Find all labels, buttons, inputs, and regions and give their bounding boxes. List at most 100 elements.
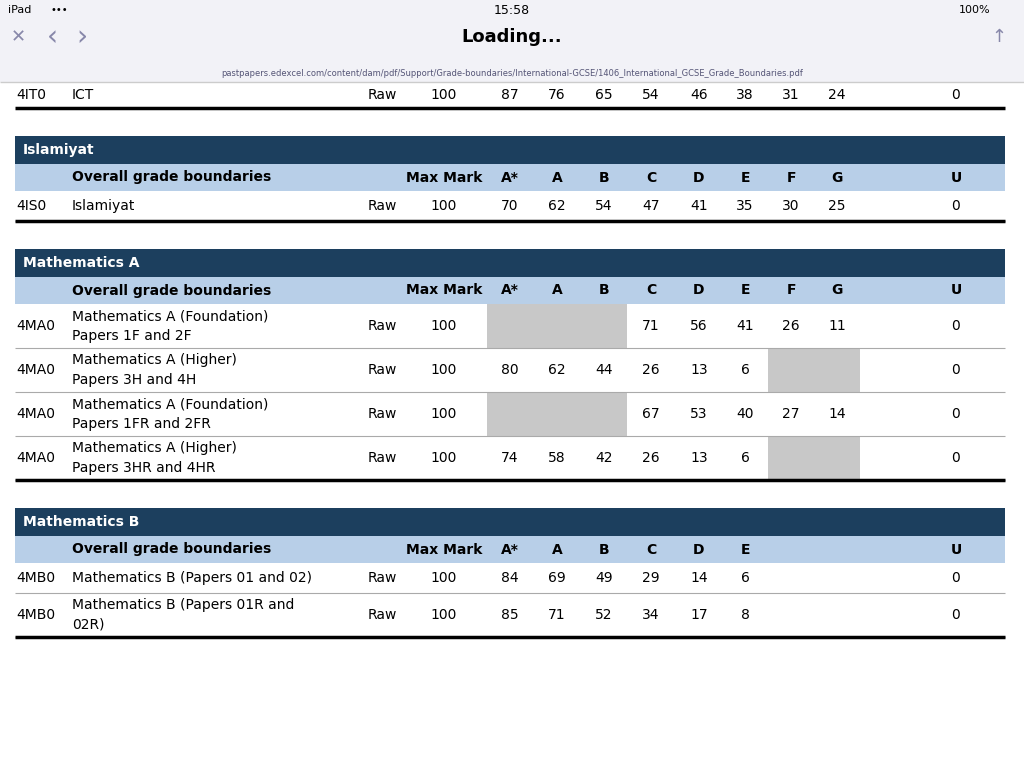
Text: 49: 49 xyxy=(595,571,612,585)
Text: 4MB0: 4MB0 xyxy=(16,571,55,585)
Text: U: U xyxy=(950,170,962,184)
Text: 0: 0 xyxy=(951,608,961,622)
Text: 4MA0: 4MA0 xyxy=(16,451,55,465)
Text: Overall grade boundaries: Overall grade boundaries xyxy=(72,170,271,184)
Text: 4IT0: 4IT0 xyxy=(16,88,46,102)
Text: 4MA0: 4MA0 xyxy=(16,319,55,333)
Text: A*: A* xyxy=(501,283,519,297)
Text: 74: 74 xyxy=(502,451,519,465)
Text: D: D xyxy=(693,542,705,557)
Text: F: F xyxy=(786,170,796,184)
Text: 80: 80 xyxy=(501,363,519,377)
Text: 27: 27 xyxy=(782,407,800,421)
Bar xyxy=(0,64,1024,82)
Text: E: E xyxy=(740,170,750,184)
Text: 44: 44 xyxy=(595,363,612,377)
Bar xyxy=(15,277,1005,304)
Text: •••: ••• xyxy=(50,5,68,15)
Text: Papers 1F and 2F: Papers 1F and 2F xyxy=(72,329,191,343)
Text: 4MA0: 4MA0 xyxy=(16,363,55,377)
Text: Raw: Raw xyxy=(368,199,397,213)
Text: ✕: ✕ xyxy=(10,28,26,46)
Text: 69: 69 xyxy=(548,571,566,585)
Bar xyxy=(487,392,627,436)
Text: 17: 17 xyxy=(690,608,708,622)
Text: 26: 26 xyxy=(782,319,800,333)
Text: 70: 70 xyxy=(502,199,519,213)
Text: 02R): 02R) xyxy=(72,617,104,631)
Bar xyxy=(15,508,1005,536)
Text: 58: 58 xyxy=(548,451,566,465)
Bar xyxy=(15,536,1005,563)
Text: Max Mark: Max Mark xyxy=(406,283,482,297)
Text: 62: 62 xyxy=(548,363,566,377)
Text: E: E xyxy=(740,542,750,557)
Text: A*: A* xyxy=(501,170,519,184)
Text: 100: 100 xyxy=(431,363,457,377)
Bar xyxy=(15,436,1005,480)
Text: 54: 54 xyxy=(642,88,659,102)
Text: 67: 67 xyxy=(642,407,659,421)
Text: 65: 65 xyxy=(595,88,612,102)
Text: Raw: Raw xyxy=(368,88,397,102)
Text: 30: 30 xyxy=(782,199,800,213)
Text: 4MB0: 4MB0 xyxy=(16,608,55,622)
Text: A*: A* xyxy=(501,542,519,557)
Text: Raw: Raw xyxy=(368,608,397,622)
Bar xyxy=(15,249,1005,277)
Text: B: B xyxy=(599,283,609,297)
Text: Raw: Raw xyxy=(368,407,397,421)
Text: iPad: iPad xyxy=(8,5,32,15)
Bar xyxy=(15,392,1005,436)
Text: Mathematics A (Foundation): Mathematics A (Foundation) xyxy=(72,310,268,323)
Text: 56: 56 xyxy=(690,319,708,333)
Text: 100: 100 xyxy=(431,571,457,585)
Text: ‹: ‹ xyxy=(46,23,57,51)
Text: 41: 41 xyxy=(736,319,754,333)
Text: 100: 100 xyxy=(431,608,457,622)
Text: Papers 3H and 4H: Papers 3H and 4H xyxy=(72,372,197,386)
Bar xyxy=(768,436,860,480)
Text: 4MA0: 4MA0 xyxy=(16,407,55,421)
Text: Raw: Raw xyxy=(368,363,397,377)
Text: 0: 0 xyxy=(951,451,961,465)
Text: 14: 14 xyxy=(828,407,846,421)
Text: Mathematics A (Foundation): Mathematics A (Foundation) xyxy=(72,397,268,412)
Text: 26: 26 xyxy=(642,363,659,377)
Text: 8: 8 xyxy=(740,608,750,622)
Text: Mathematics A (Higher): Mathematics A (Higher) xyxy=(72,353,237,367)
Text: Max Mark: Max Mark xyxy=(406,542,482,557)
Text: 13: 13 xyxy=(690,451,708,465)
Text: 15:58: 15:58 xyxy=(494,4,530,16)
Text: 71: 71 xyxy=(642,319,659,333)
Text: pastpapers.edexcel.com/content/dam/pdf/Support/Grade-boundaries/International-GC: pastpapers.edexcel.com/content/dam/pdf/S… xyxy=(221,68,803,78)
Text: 40: 40 xyxy=(736,407,754,421)
Text: 76: 76 xyxy=(548,88,566,102)
Text: Raw: Raw xyxy=(368,451,397,465)
Text: 0: 0 xyxy=(951,363,961,377)
Text: Raw: Raw xyxy=(368,319,397,333)
Text: D: D xyxy=(693,283,705,297)
Text: 47: 47 xyxy=(642,199,659,213)
Text: 26: 26 xyxy=(642,451,659,465)
Text: D: D xyxy=(693,170,705,184)
Text: 34: 34 xyxy=(642,608,659,622)
Text: 24: 24 xyxy=(828,88,846,102)
Text: 25: 25 xyxy=(828,199,846,213)
Text: C: C xyxy=(646,542,656,557)
Bar xyxy=(15,563,1005,593)
Bar xyxy=(0,0,1024,20)
Text: 46: 46 xyxy=(690,88,708,102)
Text: 100: 100 xyxy=(431,407,457,421)
Text: Max Mark: Max Mark xyxy=(406,170,482,184)
Text: U: U xyxy=(950,283,962,297)
Text: 6: 6 xyxy=(740,363,750,377)
Bar xyxy=(15,136,1005,164)
Bar xyxy=(15,164,1005,191)
Text: A: A xyxy=(552,170,562,184)
Text: 54: 54 xyxy=(595,199,612,213)
Text: 0: 0 xyxy=(951,571,961,585)
Text: 71: 71 xyxy=(548,608,566,622)
Text: 6: 6 xyxy=(740,571,750,585)
Text: F: F xyxy=(786,283,796,297)
